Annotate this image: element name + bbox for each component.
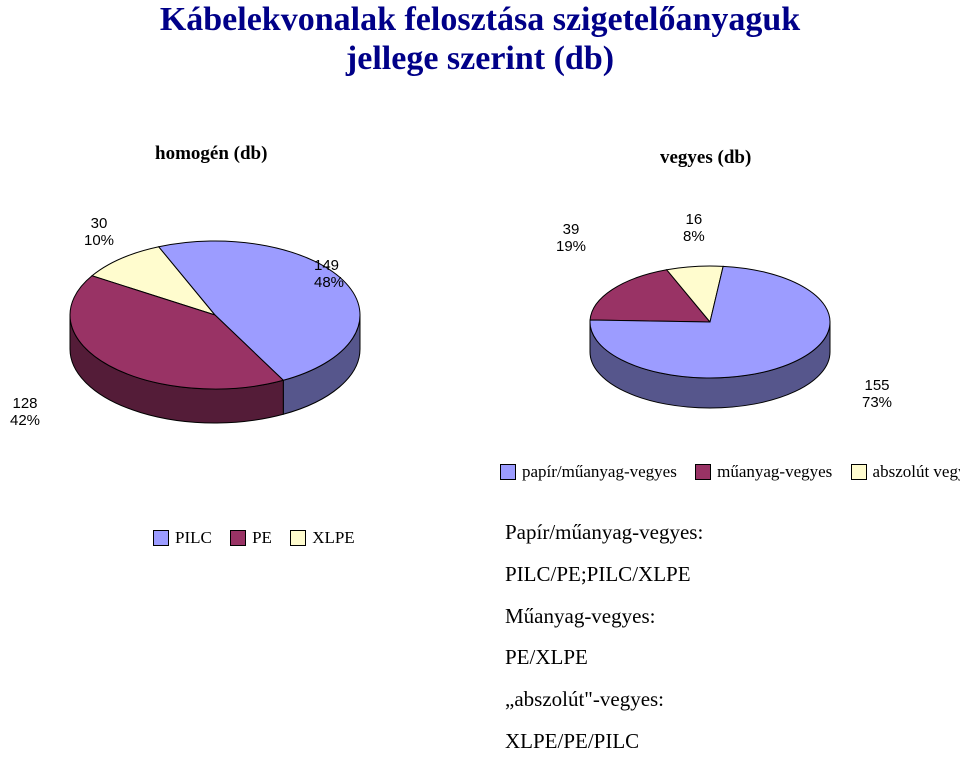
title-line2: jellege szerint (db) (346, 40, 614, 77)
right-slice-label-abszolut: 16 8% (683, 211, 705, 246)
legend-text: abszolút vegyes (873, 462, 960, 481)
legend-text: PILC (175, 528, 212, 547)
left-chart-label: homogén (db) (155, 143, 267, 165)
swatch-icon (230, 530, 246, 546)
swatch-icon (290, 530, 306, 546)
swatch-icon (153, 530, 169, 546)
title-line1: Kábelekvonalak felosztása szigetelőanyag… (160, 1, 800, 38)
swatch-icon (851, 464, 867, 480)
swatch-icon (500, 464, 516, 480)
def-line: XLPE/PE/PILC (505, 723, 703, 761)
left-slice-label-XLPE: 30 10% (84, 215, 114, 250)
page-title: Kábelekvonalak felosztása szigetelőanyag… (0, 0, 960, 78)
def-line: PILC/PE;PILC/XLPE (505, 556, 703, 594)
legend-text: műanyag-vegyes (717, 462, 832, 481)
left-pie-chart (0, 185, 440, 485)
left-slice-label-PE: 128 42% (10, 395, 40, 430)
swatch-icon (695, 464, 711, 480)
def-line: „abszolút"-vegyes: (505, 681, 703, 719)
legend-text: XLPE (312, 528, 355, 547)
def-line: Papír/műanyag-vegyes: (505, 514, 703, 552)
page-root: Kábelekvonalak felosztása szigetelőanyag… (0, 0, 960, 746)
left-slice-label-PILC: 149 48% (314, 257, 344, 292)
left-chart-legend: PILC PE XLPE (153, 528, 355, 548)
right-chart-legend: papír/műanyag-vegyes műanyag-vegyes absz… (500, 462, 960, 482)
legend-text: PE (252, 528, 272, 547)
def-line: Műanyag-vegyes: (505, 598, 703, 636)
right-chart-label: vegyes (db) (660, 147, 751, 169)
right-slice-label-papir: 155 73% (862, 377, 892, 412)
right-slice-label-muszanyag: 39 19% (556, 221, 586, 256)
legend-text: papír/műanyag-vegyes (522, 462, 677, 481)
definition-list: Papír/műanyag-vegyes: PILC/PE;PILC/XLPE … (505, 514, 703, 765)
def-line: PE/XLPE (505, 639, 703, 677)
